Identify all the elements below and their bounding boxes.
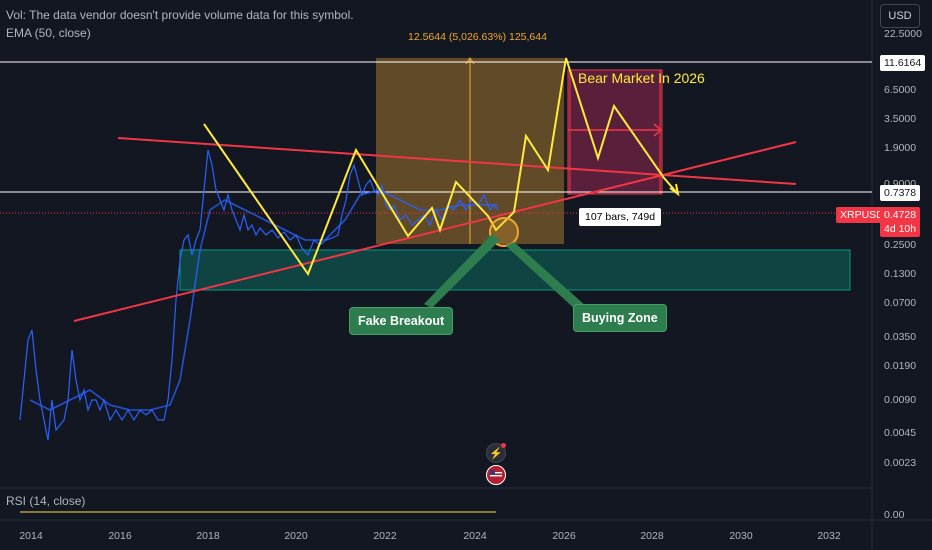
high-line-tag[interactable]: 11.6164 (880, 55, 926, 71)
buying-zone-box[interactable] (179, 249, 851, 291)
price-tick: 0.1300 (884, 268, 917, 280)
time-tick: 2016 (108, 530, 132, 542)
countdown-tag: 4d 10h (880, 221, 921, 237)
rsi-legend[interactable]: RSI (14, close) (6, 494, 86, 508)
currency-button[interactable]: USD (880, 4, 920, 28)
volume-legend: Vol: The data vendor doesn't provide vol… (6, 8, 354, 22)
price-tick: 0.0090 (884, 394, 917, 406)
us-flag-icon[interactable] (486, 465, 506, 485)
time-tick: 2024 (463, 530, 487, 542)
descending-trendline (117, 137, 797, 185)
bear-market-box[interactable] (567, 69, 663, 195)
projection-path (203, 57, 679, 277)
buying-zone-callout[interactable]: Buying Zone (573, 304, 667, 332)
price-tick: 0.0045 (884, 427, 917, 439)
price-tick: 0.0700 (884, 297, 917, 309)
projection-arrow-head (669, 183, 680, 197)
price-tick: 3.5000 (884, 113, 917, 125)
time-tick: 2014 (19, 530, 43, 542)
symbol-tag: XRPUSD (836, 207, 888, 223)
bars-count-label: 107 bars, 749d (579, 208, 662, 226)
lightning-icon[interactable]: ⚡ (486, 443, 506, 463)
price-tick: 0.2500 (884, 239, 917, 251)
ema-line (29, 189, 498, 411)
time-tick: 2028 (640, 530, 664, 542)
bear-arrow-head (653, 123, 663, 137)
price-tick: 0.0190 (884, 360, 917, 372)
time-tick: 2026 (552, 530, 576, 542)
fake-breakout-callout[interactable]: Fake Breakout (349, 307, 454, 335)
price-tick: 0.0023 (884, 457, 917, 469)
time-tick: 2030 (729, 530, 753, 542)
price-tick: 22.5000 (884, 28, 922, 40)
price-tick: 0.0350 (884, 331, 917, 343)
rsi-tick: 0.00 (884, 509, 905, 521)
bear-market-label[interactable]: Bear Market In 2026 (578, 70, 705, 86)
buying-zone-pointer (506, 242, 586, 310)
time-tick: 2020 (284, 530, 308, 542)
time-tick: 2032 (817, 530, 841, 542)
measure-label[interactable]: 12.5644 (5,026.63%) 125,644 (408, 31, 547, 43)
price-series (19, 149, 499, 441)
ema-legend[interactable]: EMA (50, close) (6, 26, 91, 40)
time-tick: 2022 (373, 530, 397, 542)
price-tick: 6.5000 (884, 84, 917, 96)
price-tick: 1.9000 (884, 142, 917, 154)
notification-dot (501, 443, 506, 448)
last-price-tag: 0.4728 (880, 207, 921, 223)
fake-breakout-pointer (424, 234, 500, 308)
ascending-trendline (73, 141, 797, 322)
time-tick: 2018 (196, 530, 220, 542)
mid-line-tag[interactable]: 0.7378 (880, 185, 921, 201)
